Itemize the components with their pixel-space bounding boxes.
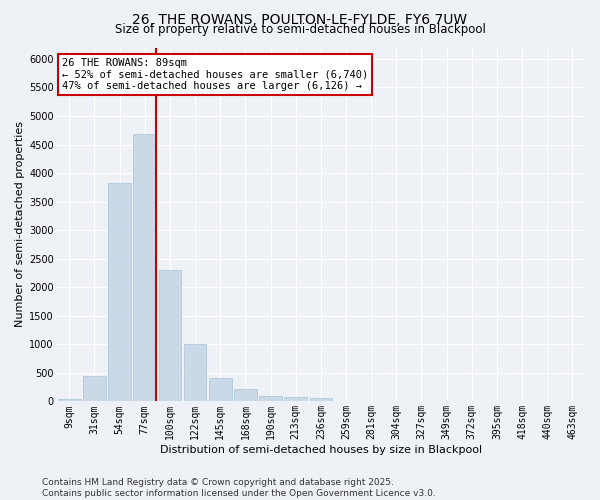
Bar [58,398,80,402]
Text: Contains HM Land Registry data © Crown copyright and database right 2025.
Contai: Contains HM Land Registry data © Crown c… [42,478,436,498]
Bar [259,396,282,402]
Bar [184,344,206,402]
Text: 26 THE ROWANS: 89sqm
← 52% of semi-detached houses are smaller (6,740)
47% of se: 26 THE ROWANS: 89sqm ← 52% of semi-detac… [62,58,368,92]
Bar [158,270,181,402]
Bar [234,390,257,402]
Bar [284,397,307,402]
Bar [108,184,131,402]
Bar [209,378,232,402]
Text: Size of property relative to semi-detached houses in Blackpool: Size of property relative to semi-detach… [115,22,485,36]
Y-axis label: Number of semi-detached properties: Number of semi-detached properties [15,122,25,328]
Bar [133,134,156,402]
X-axis label: Distribution of semi-detached houses by size in Blackpool: Distribution of semi-detached houses by … [160,445,482,455]
Bar [83,376,106,402]
Bar [310,398,332,402]
Text: 26, THE ROWANS, POULTON-LE-FYLDE, FY6 7UW: 26, THE ROWANS, POULTON-LE-FYLDE, FY6 7U… [133,12,467,26]
